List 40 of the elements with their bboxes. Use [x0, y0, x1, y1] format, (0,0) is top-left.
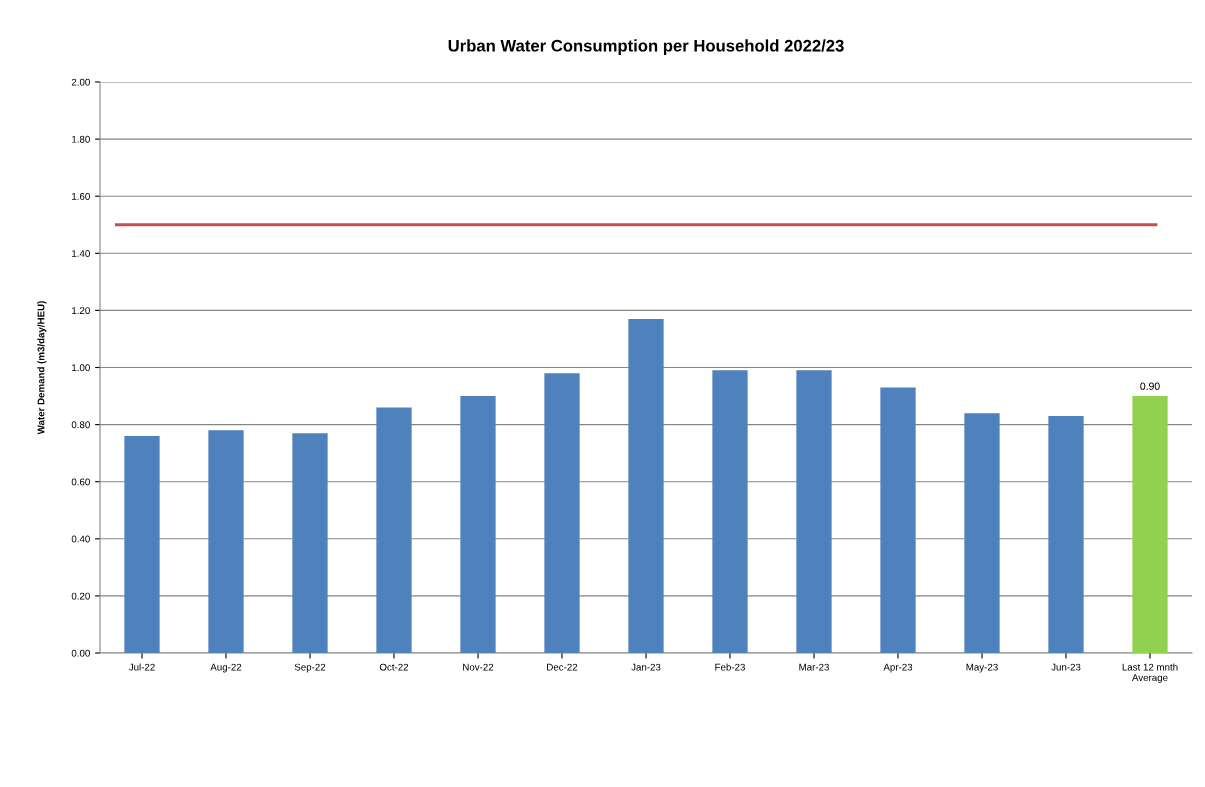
- x-tick-label: Oct-22: [379, 663, 409, 671]
- x-tick-label: May-23: [966, 663, 998, 673]
- x-tick-label: Last 12 mnth Average: [1122, 663, 1178, 683]
- bar: [460, 396, 496, 653]
- x-tick-label: Dec-22: [547, 663, 578, 671]
- y-tick-label: 1.60: [72, 192, 90, 200]
- data-label: 0.90: [1140, 382, 1160, 390]
- x-tick-label: Jan-23: [631, 663, 661, 671]
- y-tick-label: 0.20: [71, 592, 90, 600]
- bar: [124, 436, 160, 653]
- bar: [1132, 396, 1168, 653]
- y-tick-label: 1.00: [72, 364, 90, 372]
- x-tick-label: Nov-22: [463, 663, 494, 671]
- y-tick-label: 0.40: [71, 535, 90, 543]
- bar: [880, 387, 916, 653]
- bar: [796, 370, 832, 653]
- bar: [376, 407, 412, 653]
- bar: [964, 413, 1000, 653]
- x-tick-label: Apr-23: [883, 663, 913, 673]
- x-tick-label: Mar-23: [799, 663, 829, 671]
- bar: [712, 370, 748, 653]
- y-tick-label: 2.00: [71, 78, 90, 86]
- bar: [1048, 416, 1084, 653]
- chart-title: Urban Water Consumption per Household 2022/23: [448, 39, 844, 55]
- y-tick-label: 0.60: [71, 478, 90, 486]
- bar: [208, 430, 244, 653]
- y-tick-label: 1.20: [72, 307, 90, 315]
- y-axis-title: Water Demand (m3/day/HEU): [37, 301, 47, 435]
- y-tick-label: 1.40: [72, 250, 90, 257]
- x-tick-label: Jun-23: [1051, 663, 1081, 671]
- y-tick-label: 0.00: [71, 649, 90, 657]
- bar: [628, 318, 664, 653]
- bar: [292, 433, 328, 653]
- x-tick-label: Feb-23: [715, 663, 745, 671]
- x-tick-label: Sep-22: [294, 663, 326, 673]
- y-tick-label: 0.80: [71, 421, 90, 429]
- y-tick-label: 1.80: [72, 135, 90, 143]
- x-tick-label: Aug-22: [210, 663, 242, 673]
- bar: [544, 373, 580, 653]
- x-tick-label: Jul-22: [128, 663, 155, 671]
